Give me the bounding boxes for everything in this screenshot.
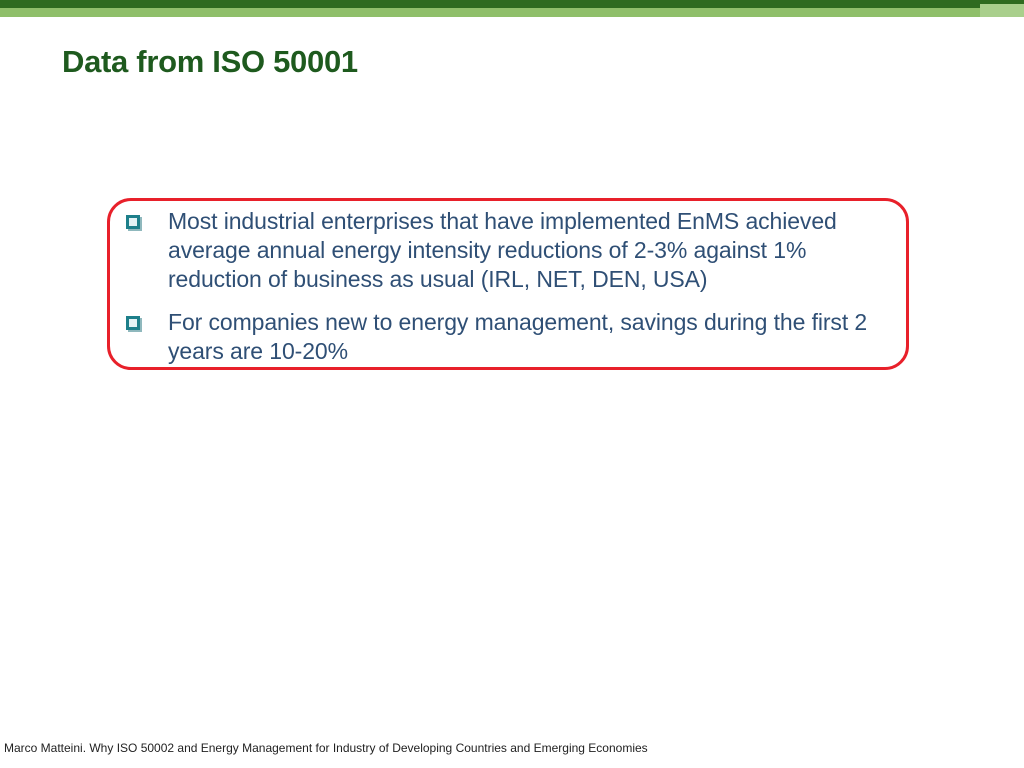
checkbox-bullet-icon bbox=[126, 316, 140, 330]
header-bar-light bbox=[0, 8, 980, 17]
header-bar-end-dark bbox=[980, 0, 1024, 4]
bullet-item: For companies new to energy management, … bbox=[126, 308, 888, 366]
checkbox-bullet-icon bbox=[126, 215, 140, 229]
bullet-text: For companies new to energy management, … bbox=[168, 309, 868, 364]
header-bar-dark bbox=[0, 0, 980, 8]
bullet-text: Most industrial enterprises that have im… bbox=[168, 208, 837, 292]
slide-title: Data from ISO 50001 bbox=[62, 44, 358, 79]
footer-citation: Marco Matteini. Why ISO 50002 and Energy… bbox=[4, 741, 648, 755]
highlight-callout-box: Most industrial enterprises that have im… bbox=[107, 198, 909, 370]
header-bar-end-light bbox=[980, 4, 1024, 17]
bullet-item: Most industrial enterprises that have im… bbox=[126, 207, 888, 294]
